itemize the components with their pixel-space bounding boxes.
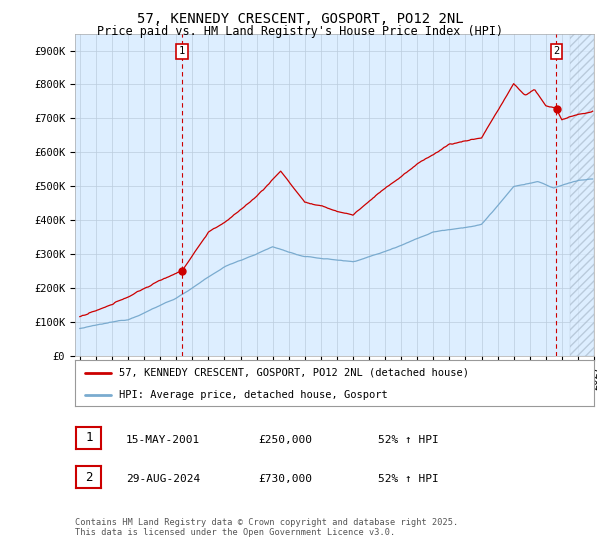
Text: 57, KENNEDY CRESCENT, GOSPORT, PO12 2NL (detached house): 57, KENNEDY CRESCENT, GOSPORT, PO12 2NL … <box>119 368 469 378</box>
Text: 15-MAY-2001: 15-MAY-2001 <box>126 435 200 445</box>
Text: £250,000: £250,000 <box>258 435 312 445</box>
Text: 1: 1 <box>85 431 92 445</box>
Text: Contains HM Land Registry data © Crown copyright and database right 2025.
This d: Contains HM Land Registry data © Crown c… <box>75 518 458 538</box>
Text: 52% ↑ HPI: 52% ↑ HPI <box>378 435 439 445</box>
Text: Price paid vs. HM Land Registry's House Price Index (HPI): Price paid vs. HM Land Registry's House … <box>97 25 503 38</box>
Text: 2: 2 <box>85 470 92 484</box>
Text: 2: 2 <box>553 46 560 57</box>
Text: 52% ↑ HPI: 52% ↑ HPI <box>378 474 439 484</box>
Text: HPI: Average price, detached house, Gosport: HPI: Average price, detached house, Gosp… <box>119 390 388 399</box>
Text: 1: 1 <box>179 46 185 57</box>
Text: £730,000: £730,000 <box>258 474 312 484</box>
Text: 29-AUG-2024: 29-AUG-2024 <box>126 474 200 484</box>
Text: 57, KENNEDY CRESCENT, GOSPORT, PO12 2NL: 57, KENNEDY CRESCENT, GOSPORT, PO12 2NL <box>137 12 463 26</box>
